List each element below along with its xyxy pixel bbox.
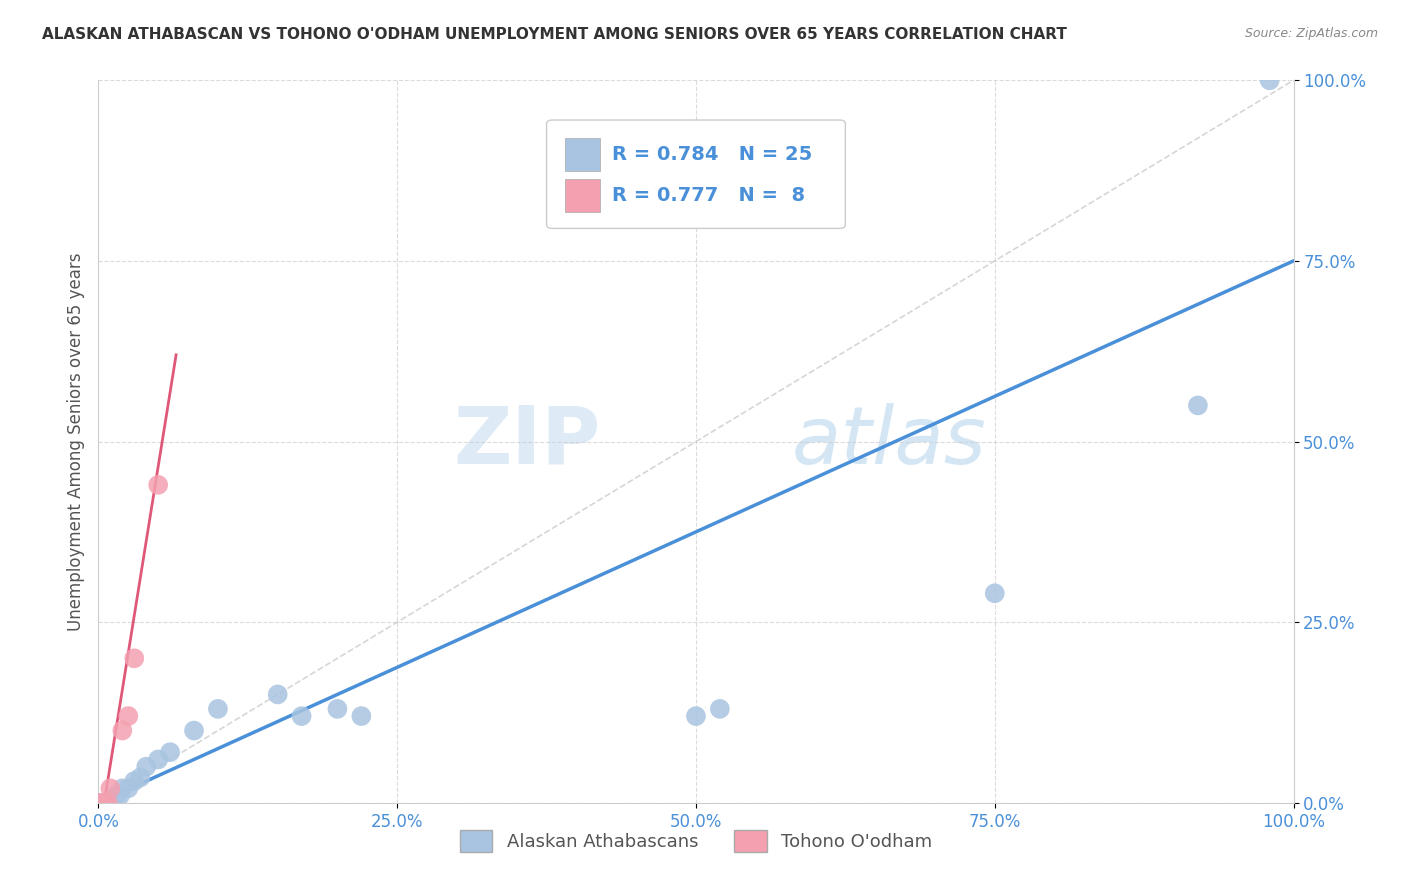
Text: ZIP: ZIP [453,402,600,481]
Point [291,709,314,723]
Point [117,781,139,796]
Text: ALASKAN ATHABASCAN VS TOHONO O'ODHAM UNEMPLOYMENT AMONG SENIORS OVER 65 YEARS CO: ALASKAN ATHABASCAN VS TOHONO O'ODHAM UNE… [42,27,1067,42]
Point [207,702,229,716]
Point [108,789,131,803]
Point [93,796,115,810]
Text: R = 0.777   N =  8: R = 0.777 N = 8 [613,186,806,205]
Point [98,796,122,810]
Point [117,709,139,723]
Point [87,796,110,810]
Legend: Alaskan Athabascans, Tohono O'odham: Alaskan Athabascans, Tohono O'odham [453,822,939,859]
Point [326,702,349,716]
Point [350,709,373,723]
Point [105,789,128,803]
Point [101,796,124,810]
FancyBboxPatch shape [565,179,600,211]
Point [124,651,146,665]
Point [148,478,170,492]
Y-axis label: Unemployment Among Seniors over 65 years: Unemployment Among Seniors over 65 years [66,252,84,631]
Text: atlas: atlas [792,402,987,481]
Point [1258,73,1281,87]
Point [135,760,157,774]
Point [984,586,1007,600]
Point [87,796,110,810]
Point [685,709,707,723]
Point [111,723,134,738]
Point [124,774,146,789]
Point [159,745,181,759]
Text: Source: ZipAtlas.com: Source: ZipAtlas.com [1244,27,1378,40]
Text: R = 0.784   N = 25: R = 0.784 N = 25 [613,145,813,164]
Point [148,752,170,766]
Point [183,723,205,738]
Point [267,687,290,701]
Point [98,781,122,796]
Point [93,796,115,810]
Point [1187,398,1209,412]
FancyBboxPatch shape [565,138,600,170]
Point [129,771,152,785]
Point [97,796,120,810]
Point [709,702,731,716]
Point [111,781,134,796]
FancyBboxPatch shape [547,120,845,228]
Point [97,796,120,810]
